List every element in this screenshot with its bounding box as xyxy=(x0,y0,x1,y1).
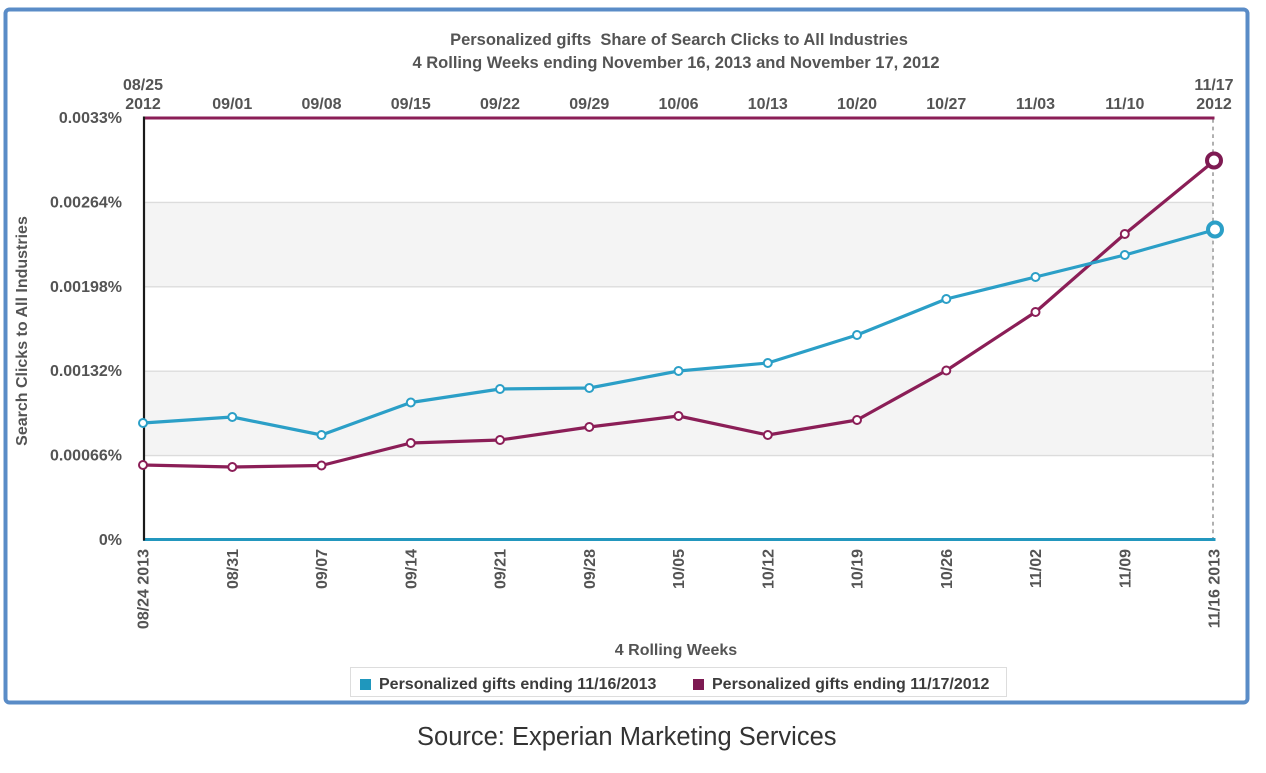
svg-text:0%: 0% xyxy=(99,532,122,549)
svg-text:10/26: 10/26 xyxy=(939,549,956,589)
svg-text:Personalized gifts ending 11/1: Personalized gifts ending 11/17/2012 xyxy=(712,676,990,693)
svg-text:0.00264%: 0.00264% xyxy=(50,194,122,211)
svg-text:Personalized gifts Share of S: Personalized gifts Share of Search Click… xyxy=(450,31,908,49)
svg-text:09/08: 09/08 xyxy=(301,96,341,113)
svg-text:Source: Experian Marketing Ser: Source: Experian Marketing Services xyxy=(417,723,837,751)
svg-text:08/31: 08/31 xyxy=(225,549,242,589)
svg-text:11/02: 11/02 xyxy=(1028,549,1045,588)
svg-text:10/27: 10/27 xyxy=(926,96,966,113)
svg-text:10/06: 10/06 xyxy=(658,96,698,113)
svg-text:10/13: 10/13 xyxy=(748,96,788,113)
svg-text:0.00132%: 0.00132% xyxy=(50,363,122,380)
svg-text:09/01: 09/01 xyxy=(212,96,252,113)
svg-text:08/25: 08/25 xyxy=(123,77,163,94)
svg-text:11/09: 11/09 xyxy=(1117,549,1134,588)
svg-text:2012: 2012 xyxy=(125,96,161,113)
svg-text:09/07: 09/07 xyxy=(314,549,331,589)
svg-text:10/12: 10/12 xyxy=(760,549,777,589)
svg-text:0.0033%: 0.0033% xyxy=(59,110,122,127)
svg-text:09/28: 09/28 xyxy=(582,549,599,589)
svg-text:10/19: 10/19 xyxy=(850,549,867,589)
svg-text:09/15: 09/15 xyxy=(391,96,431,113)
svg-text:11/16 2013: 11/16 2013 xyxy=(1207,549,1224,628)
svg-text:0.00066%: 0.00066% xyxy=(50,448,122,465)
svg-text:Personalized gifts ending 11/1: Personalized gifts ending 11/16/2013 xyxy=(379,676,657,693)
svg-text:Search Clicks to All Industrie: Search Clicks to All Industries xyxy=(14,216,31,446)
svg-text:11/17: 11/17 xyxy=(1194,77,1233,94)
svg-text:11/10: 11/10 xyxy=(1105,96,1144,113)
svg-text:09/21: 09/21 xyxy=(493,549,510,589)
svg-text:4 Rolling Weeks: 4 Rolling Weeks xyxy=(615,642,738,659)
svg-text:08/24 2013: 08/24 2013 xyxy=(136,549,153,629)
svg-text:0.00198%: 0.00198% xyxy=(50,279,122,296)
svg-text:10/05: 10/05 xyxy=(671,549,688,589)
svg-text:4 Rolling Weeks ending Novembe: 4 Rolling Weeks ending November 16, 2013… xyxy=(413,54,940,72)
svg-text:10/20: 10/20 xyxy=(837,96,877,113)
svg-text:09/22: 09/22 xyxy=(480,96,520,113)
svg-text:09/14: 09/14 xyxy=(403,549,420,589)
svg-text:09/29: 09/29 xyxy=(569,96,609,113)
svg-text:11/03: 11/03 xyxy=(1016,96,1055,113)
svg-text:2012: 2012 xyxy=(1196,96,1232,113)
